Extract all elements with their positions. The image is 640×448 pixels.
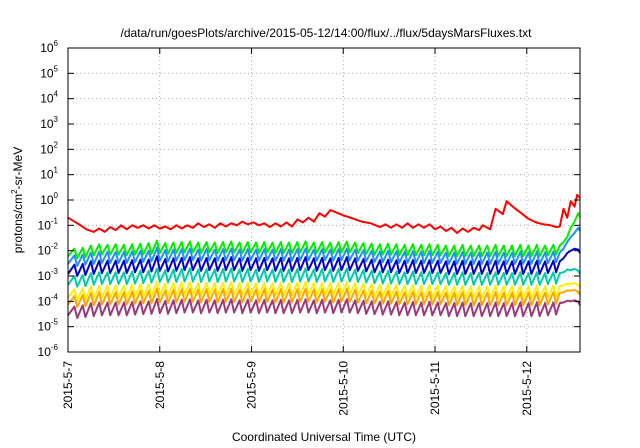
y-tick-label-base: 10 [40,41,54,55]
y-axis: 10-610-510-410-310-210-11001011021031041… [38,39,580,359]
y-tick-label-exponent: -3 [51,267,59,276]
y-tick-label: 10-1 [38,216,59,232]
y-tick-label: 101 [40,166,58,182]
y-tick-label-exponent: 6 [54,39,59,48]
y-tick-label-exponent: 4 [54,90,59,99]
y-tick-label-base: 10 [40,168,54,182]
y-tick-label: 106 [40,39,58,55]
y-tick-label: 10-3 [38,267,59,283]
series-layer [67,193,581,319]
series-line-3 [67,226,581,267]
x-tick-label: 2015-5-11 [428,361,442,415]
series-line-2 [67,212,581,260]
y-tick-label-exponent: 5 [54,64,59,73]
x-tick-label: 2015-5-9 [245,361,259,409]
y-tick-label-base: 10 [38,218,52,232]
y-axis-label-part2: -sr-MeV [11,147,25,190]
y-tick-label-base: 10 [40,193,54,207]
y-tick-label-exponent: -4 [51,292,59,301]
series-line-8 [67,297,581,319]
chart-title: /data/run/goesPlots/archive/2015-05-12/1… [121,26,533,40]
y-tick-label: 10-5 [38,318,59,334]
y-tick-label-exponent: 2 [54,140,59,149]
y-tick-label-exponent: 0 [54,191,59,200]
x-tick-label: 2015-5-8 [153,361,167,409]
y-tick-label-base: 10 [40,92,54,106]
series-line-6 [67,280,581,302]
series-line-1 [67,193,581,234]
y-tick-label: 10-6 [38,343,59,359]
y-tick-label-base: 10 [38,320,52,334]
y-tick-label-base: 10 [38,244,52,258]
y-axis-label-part1: protons/cm [11,194,25,253]
x-tick-label: 2015-5-12 [520,361,534,416]
y-tick-label-exponent: 3 [54,115,59,124]
y-tick-label-exponent: 1 [54,166,59,175]
x-axis: 2015-5-7 2015-5-8 2015-5-9 2015-5-10 2015-5-… [61,48,534,416]
series-line-7 [67,287,581,308]
y-tick-label-exponent: -2 [51,242,59,251]
y-tick-label-base: 10 [40,66,54,80]
y-tick-label-base: 10 [40,142,54,156]
y-tick-label: 102 [40,140,58,156]
y-tick-label-exponent: -1 [51,216,59,225]
y-tick-label: 104 [40,90,58,106]
y-tick-label: 10-4 [38,292,59,308]
series-line-4 [67,247,581,277]
x-tick-label: 2015-5-10 [336,361,350,416]
y-tick-label-exponent: -6 [51,343,59,352]
x-axis-label: Coordinated Universal Time (UTC) [232,430,416,444]
y-tick-label: 105 [40,64,58,80]
x-tick-label: 2015-5-7 [61,361,75,409]
y-tick-label-base: 10 [40,117,54,131]
y-tick-label: 100 [40,191,58,207]
y-tick-label-base: 10 [38,269,52,283]
series-line-5 [67,267,581,288]
y-axis-label-superscript: 2 [10,189,19,194]
y-tick-label-base: 10 [38,345,52,359]
y-tick-label-exponent: -5 [51,318,59,327]
y-tick-label: 10-2 [38,242,59,258]
y-tick-label-base: 10 [38,294,52,308]
y-tick-label: 103 [40,115,58,131]
y-axis-label: protons/cm2-sr-MeV [10,147,25,253]
